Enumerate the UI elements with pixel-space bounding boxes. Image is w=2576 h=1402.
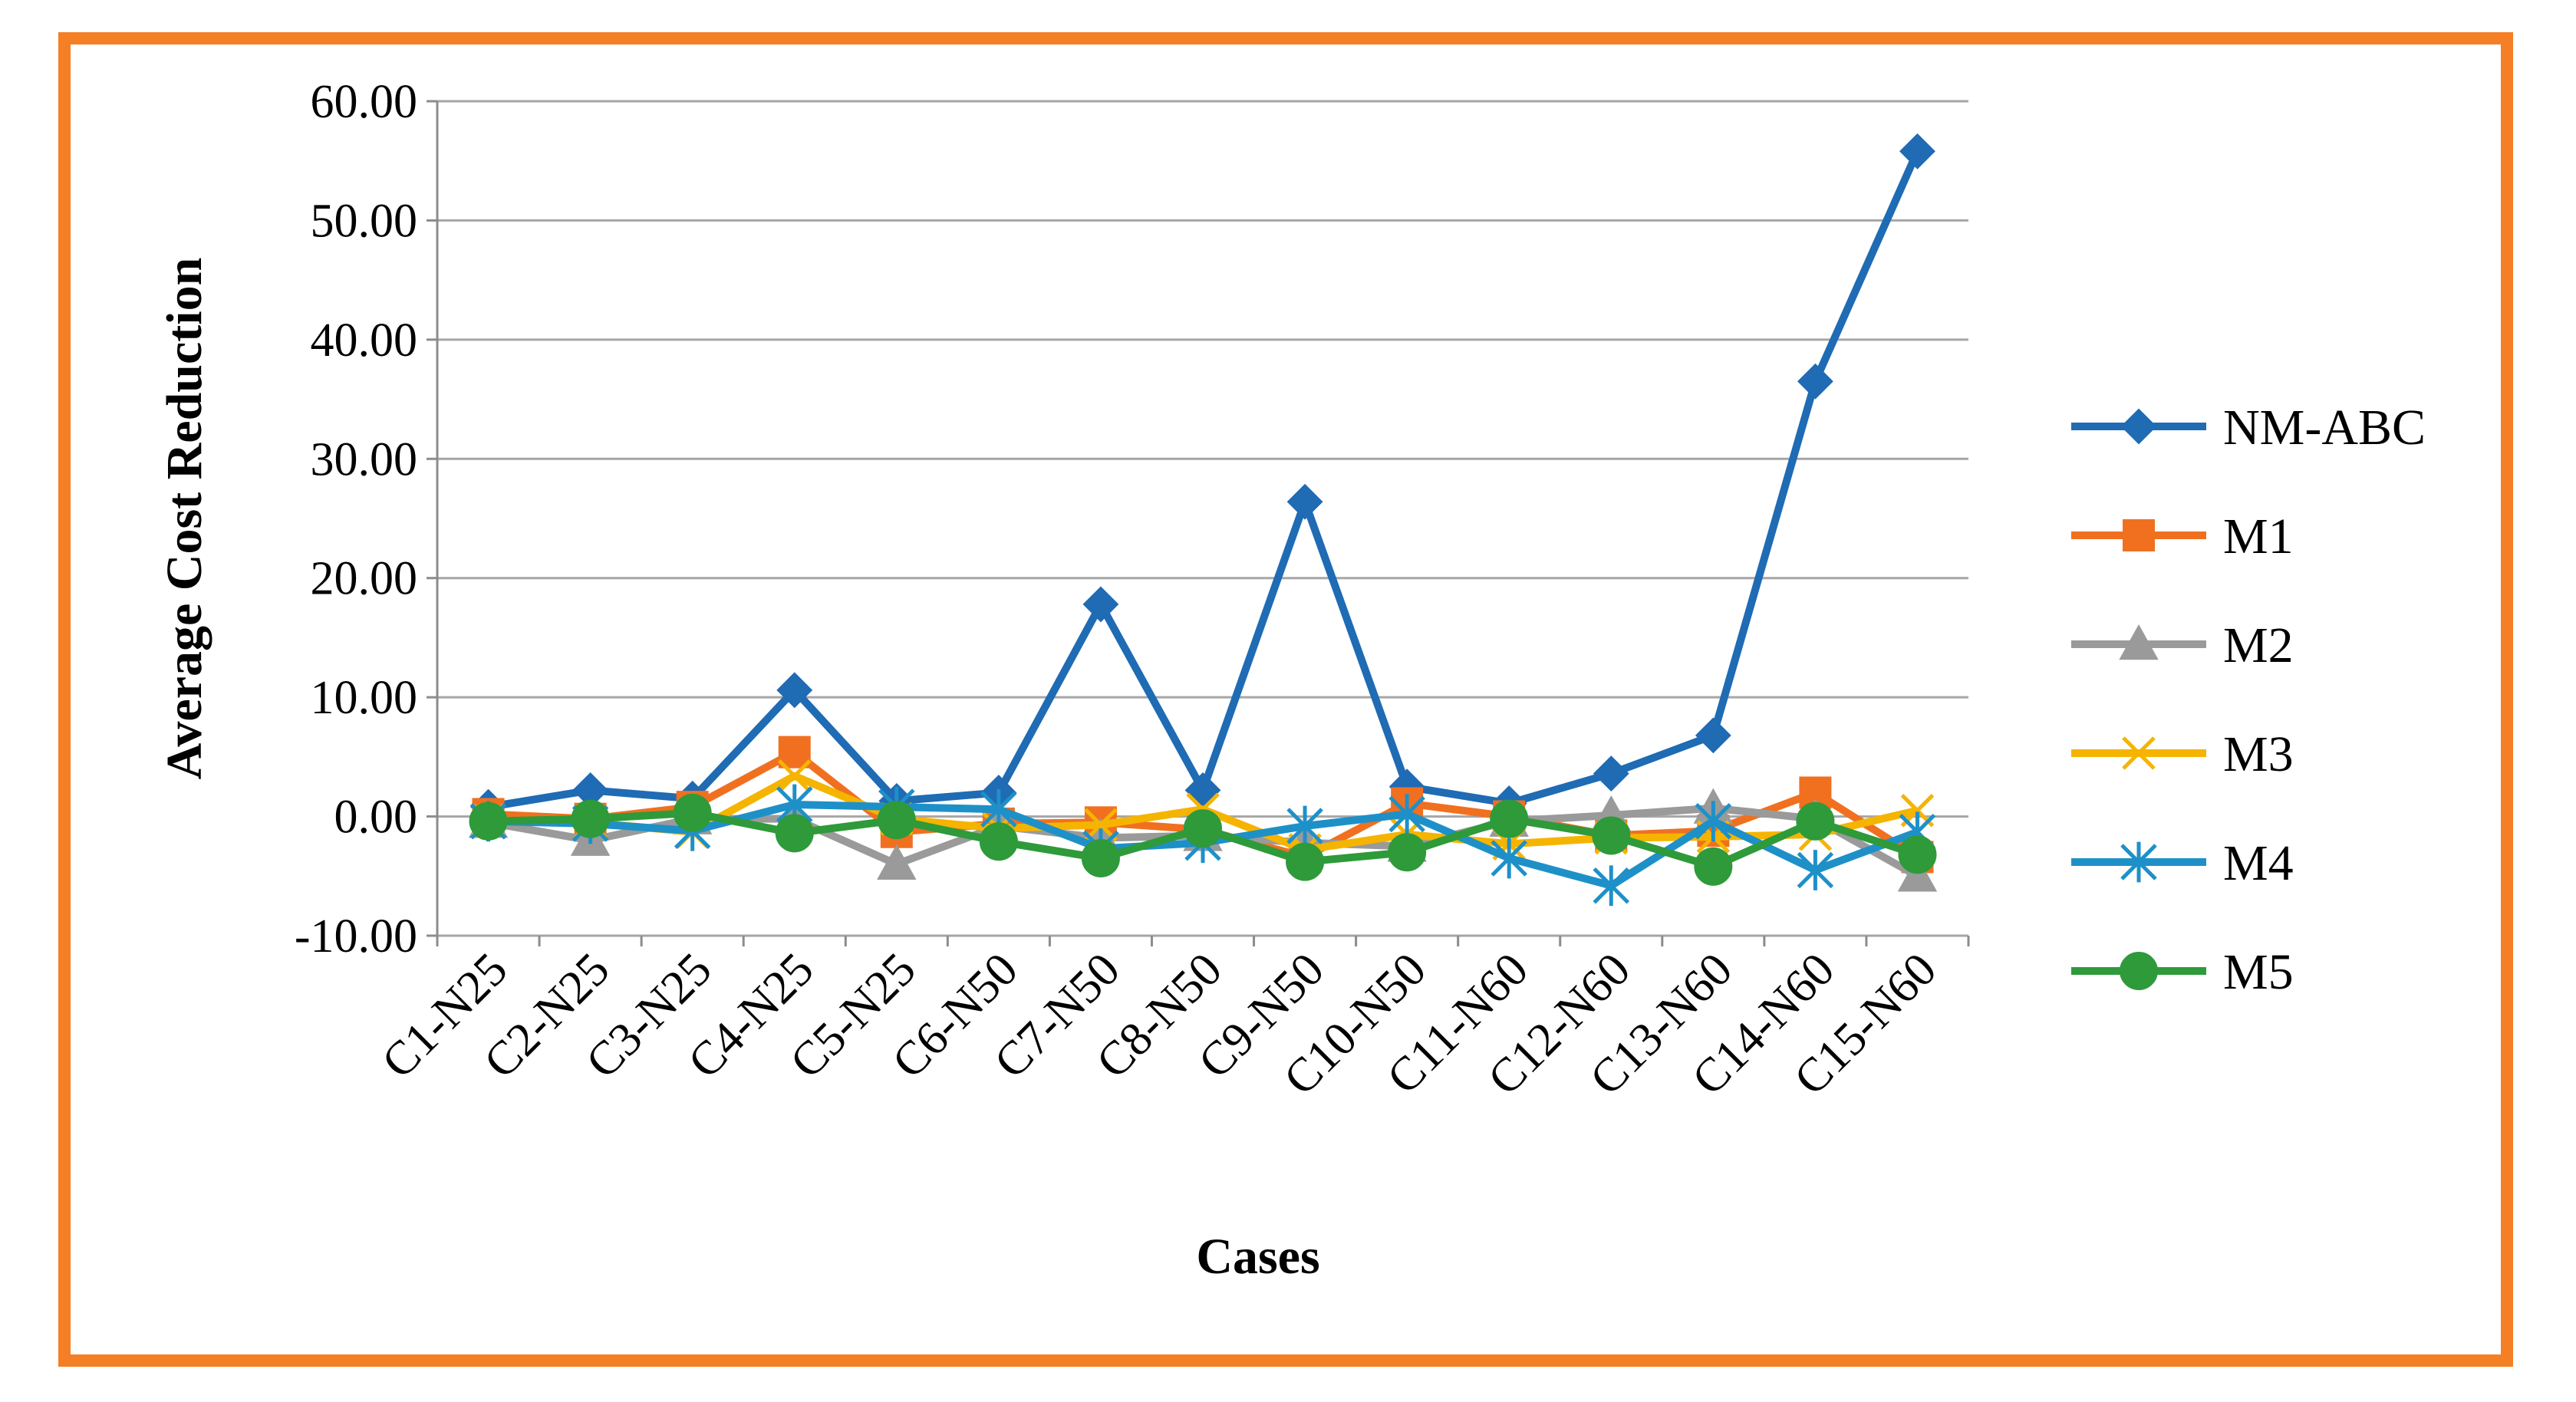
data-point-nm-abc — [1899, 133, 1935, 169]
data-point-nm-abc — [776, 672, 813, 709]
x-tick-labels: C1-N25C2-N25C3-N25C4-N25C5-N25C6-N50C7-N… — [372, 943, 1946, 1105]
data-point-nm-abc — [1184, 772, 1221, 808]
data-point-m3 — [1084, 808, 1118, 842]
legend-item-m1: M1 — [2071, 508, 2294, 564]
x-axis-title: Cases — [1196, 1229, 1319, 1285]
data-point-m5 — [469, 801, 508, 841]
legend-label: M3 — [2223, 726, 2294, 782]
y-axis-title: Average Cost Reduction — [156, 258, 212, 780]
y-tick-label: -10.00 — [295, 910, 417, 963]
data-series — [468, 133, 1938, 907]
data-point-m5 — [1694, 847, 1733, 886]
data-point-nm-abc — [1286, 483, 1323, 520]
legend-item-m5: M5 — [2071, 944, 2294, 1000]
legend-marker — [2123, 519, 2155, 551]
series-m5 — [469, 793, 1937, 886]
data-point-m4 — [1797, 850, 1834, 890]
y-tick-label: 50.00 — [311, 195, 418, 247]
y-tick-label: 60.00 — [311, 76, 418, 128]
data-point-m5 — [877, 801, 916, 840]
chart-frame — [58, 32, 2513, 1367]
legend-marker — [2120, 952, 2158, 990]
legend-marker — [2119, 624, 2159, 660]
data-point-m4 — [1593, 865, 1630, 907]
data-point-nm-abc — [1695, 717, 1731, 754]
data-point-m5 — [1898, 835, 1937, 874]
data-point-m5 — [1796, 801, 1835, 841]
y-tick-label: 40.00 — [311, 314, 418, 367]
legend-item-m4: M4 — [2071, 835, 2294, 891]
data-point-m1 — [778, 736, 811, 768]
data-point-nm-abc — [1593, 755, 1629, 792]
legend: NM-ABC M1 M2 M3 M4 M5 — [2071, 400, 2426, 1000]
series-nm-abc — [470, 133, 1935, 825]
data-point-nm-abc — [1082, 586, 1119, 623]
y-tick-label: 30.00 — [311, 433, 418, 485]
axes — [427, 100, 1970, 946]
y-tick-label: 0.00 — [334, 792, 418, 844]
legend-label: M4 — [2223, 835, 2294, 891]
data-point-m5 — [1081, 838, 1120, 877]
data-point-m5 — [1184, 809, 1222, 848]
data-point-m3 — [777, 759, 812, 793]
legend-item-m2: M2 — [2071, 617, 2294, 673]
data-point-m4 — [1695, 801, 1732, 842]
legend-marker — [2122, 736, 2156, 770]
data-point-m5 — [1286, 842, 1325, 881]
y-tick-label: 20.00 — [311, 553, 418, 605]
data-point-m5 — [775, 814, 814, 853]
data-point-m5 — [571, 799, 610, 838]
data-point-m5 — [1388, 833, 1427, 872]
legend-label: M1 — [2223, 508, 2294, 564]
data-point-m5 — [1592, 816, 1631, 855]
legend-label: M2 — [2223, 617, 2294, 673]
data-point-m5 — [979, 822, 1018, 861]
y-tick-labels: 60.00 50.00 40.00 30.00 20.00 10.00 0.00 -10.00 — [295, 76, 417, 963]
legend-marker — [2120, 841, 2157, 883]
legend-item-nm-abc: NM-ABC — [2071, 400, 2426, 456]
data-point-m2 — [1897, 856, 1938, 892]
legend-item-m3: M3 — [2071, 726, 2294, 782]
data-point-m5 — [673, 793, 712, 832]
legend-marker — [2120, 408, 2157, 445]
data-point-m4 — [1491, 838, 1527, 879]
data-point-m4 — [1286, 805, 1323, 847]
y-tick-label: 10.00 — [311, 672, 418, 724]
legend-label: NM-ABC — [2223, 400, 2426, 456]
data-point-m2 — [877, 844, 917, 880]
legend-label: M5 — [2223, 944, 2294, 1000]
series-line-nm-abc — [487, 150, 1922, 811]
data-point-m5 — [1490, 799, 1529, 838]
data-point-m4 — [1388, 794, 1425, 834]
data-point-nm-abc — [1797, 363, 1833, 400]
